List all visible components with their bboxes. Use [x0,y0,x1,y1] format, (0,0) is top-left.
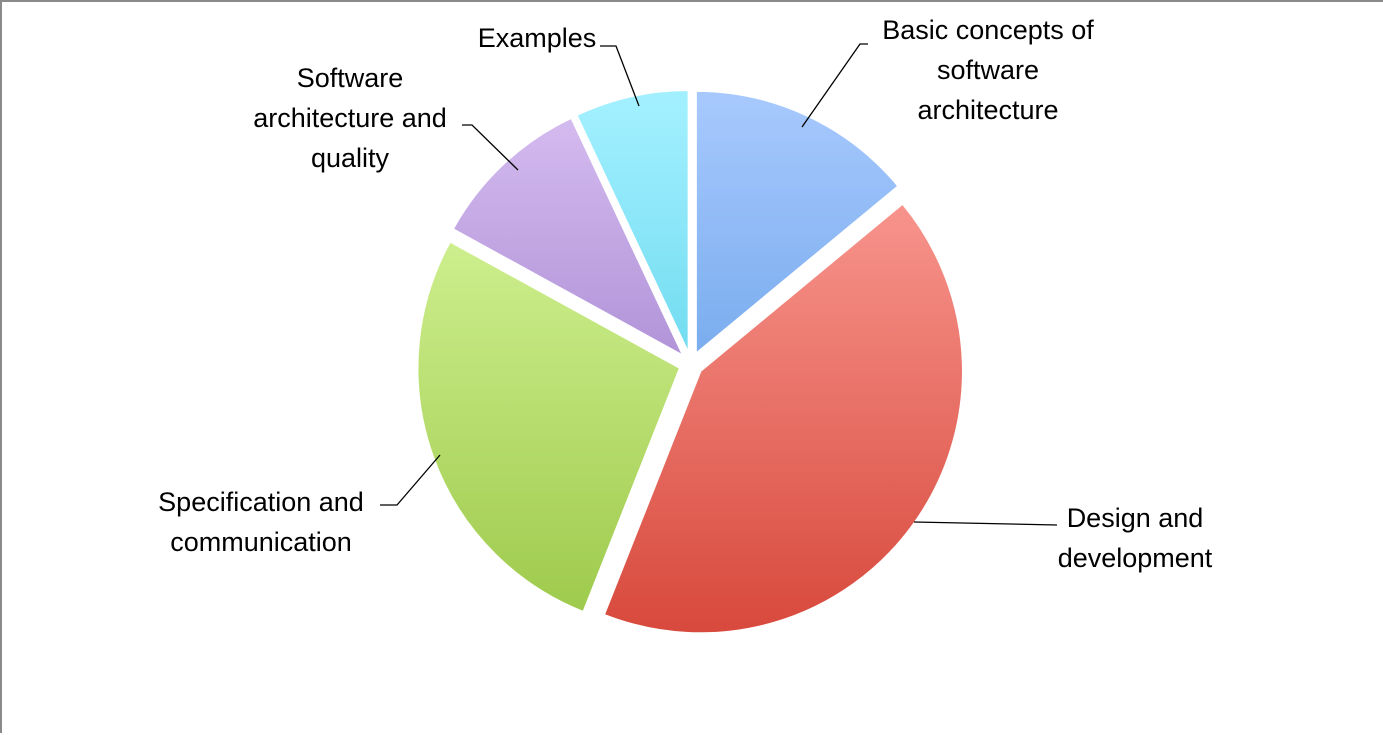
leader-line [380,454,441,506]
slice-label-line: Specification and [158,487,364,517]
slice-label-line: Examples [478,23,597,53]
slice-label-line: communication [170,527,352,557]
pie-slice [695,90,900,355]
slice-label-line: Basic concepts of [882,15,1094,45]
slice-label-line: Design and [1067,503,1204,533]
slice-label-line: Software [297,63,404,93]
slice-label-line: development [1058,543,1213,573]
pie-slice [575,89,690,353]
slice-label: Examples [478,23,597,53]
slice-label: Basic concepts of software architecture [882,15,1094,125]
slice-label: Specification and communication [158,487,364,557]
pie-slice [603,202,964,634]
leader-line [462,124,519,171]
slice-label-line: quality [311,143,390,173]
slice-label: Design and development [1058,503,1213,573]
leader-line [600,45,640,107]
slice-label-line: software [937,55,1039,85]
leader-line [801,43,868,128]
slice-label: Software architecture and quality [253,63,447,173]
pie-slice [416,240,681,613]
slice-label-line: architecture [917,95,1058,125]
leader-line [913,521,1058,526]
pie-slice [452,117,685,358]
slice-label-line: architecture and [253,103,447,133]
